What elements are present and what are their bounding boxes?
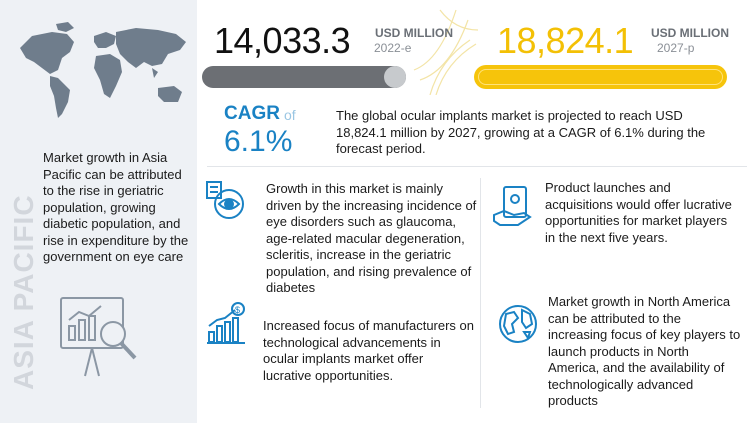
insight-text-3: Increased focus of manufacturers on tech… <box>263 318 475 383</box>
world-map-icon <box>20 22 186 118</box>
section-divider <box>207 166 747 167</box>
region-description: Market growth in Asia Pacific can be att… <box>43 150 189 264</box>
product-cash-icon <box>493 186 532 226</box>
column-divider <box>480 178 481 408</box>
year-label-2027: 2027-p <box>657 41 695 55</box>
region-panel: Market growth in Asia Pacific can be att… <box>0 0 197 423</box>
market-value-2027: 18,824.1 <box>497 20 634 61</box>
svg-text:$: $ <box>235 305 240 315</box>
insight-text-4: Market growth in North America can be at… <box>548 294 741 408</box>
panel-divider <box>197 0 205 423</box>
cagr-of-label: of <box>284 107 296 123</box>
eye-disorder-icon <box>206 181 244 219</box>
market-value-2022: 14,033.3 <box>214 20 351 61</box>
unit-label-2027: USD MILLION <box>651 26 729 40</box>
insight-text-2: Product launches and acquisitions would … <box>545 180 732 245</box>
cagr-value: 6.1% <box>224 125 293 158</box>
year-label-2022: 2022-e <box>374 41 412 55</box>
cagr-description: The global ocular implants market is pro… <box>336 108 706 156</box>
unit-label-2022: USD MILLION <box>375 26 453 40</box>
insight-text-1: Growth in this market is mainly driven b… <box>266 181 477 295</box>
growth-chart-dollar-icon: $ <box>207 302 245 344</box>
region-label: ASIA PACIFIC <box>8 194 39 390</box>
cagr-label: CAGR <box>224 103 280 124</box>
analysis-board-icon <box>60 297 137 377</box>
decorative-swirl <box>413 9 479 95</box>
market-bar-2022 <box>202 66 406 88</box>
market-bar-2022-end <box>384 66 406 88</box>
market-bar-2027-highlight <box>478 69 723 85</box>
globe-icon <box>499 305 537 343</box>
